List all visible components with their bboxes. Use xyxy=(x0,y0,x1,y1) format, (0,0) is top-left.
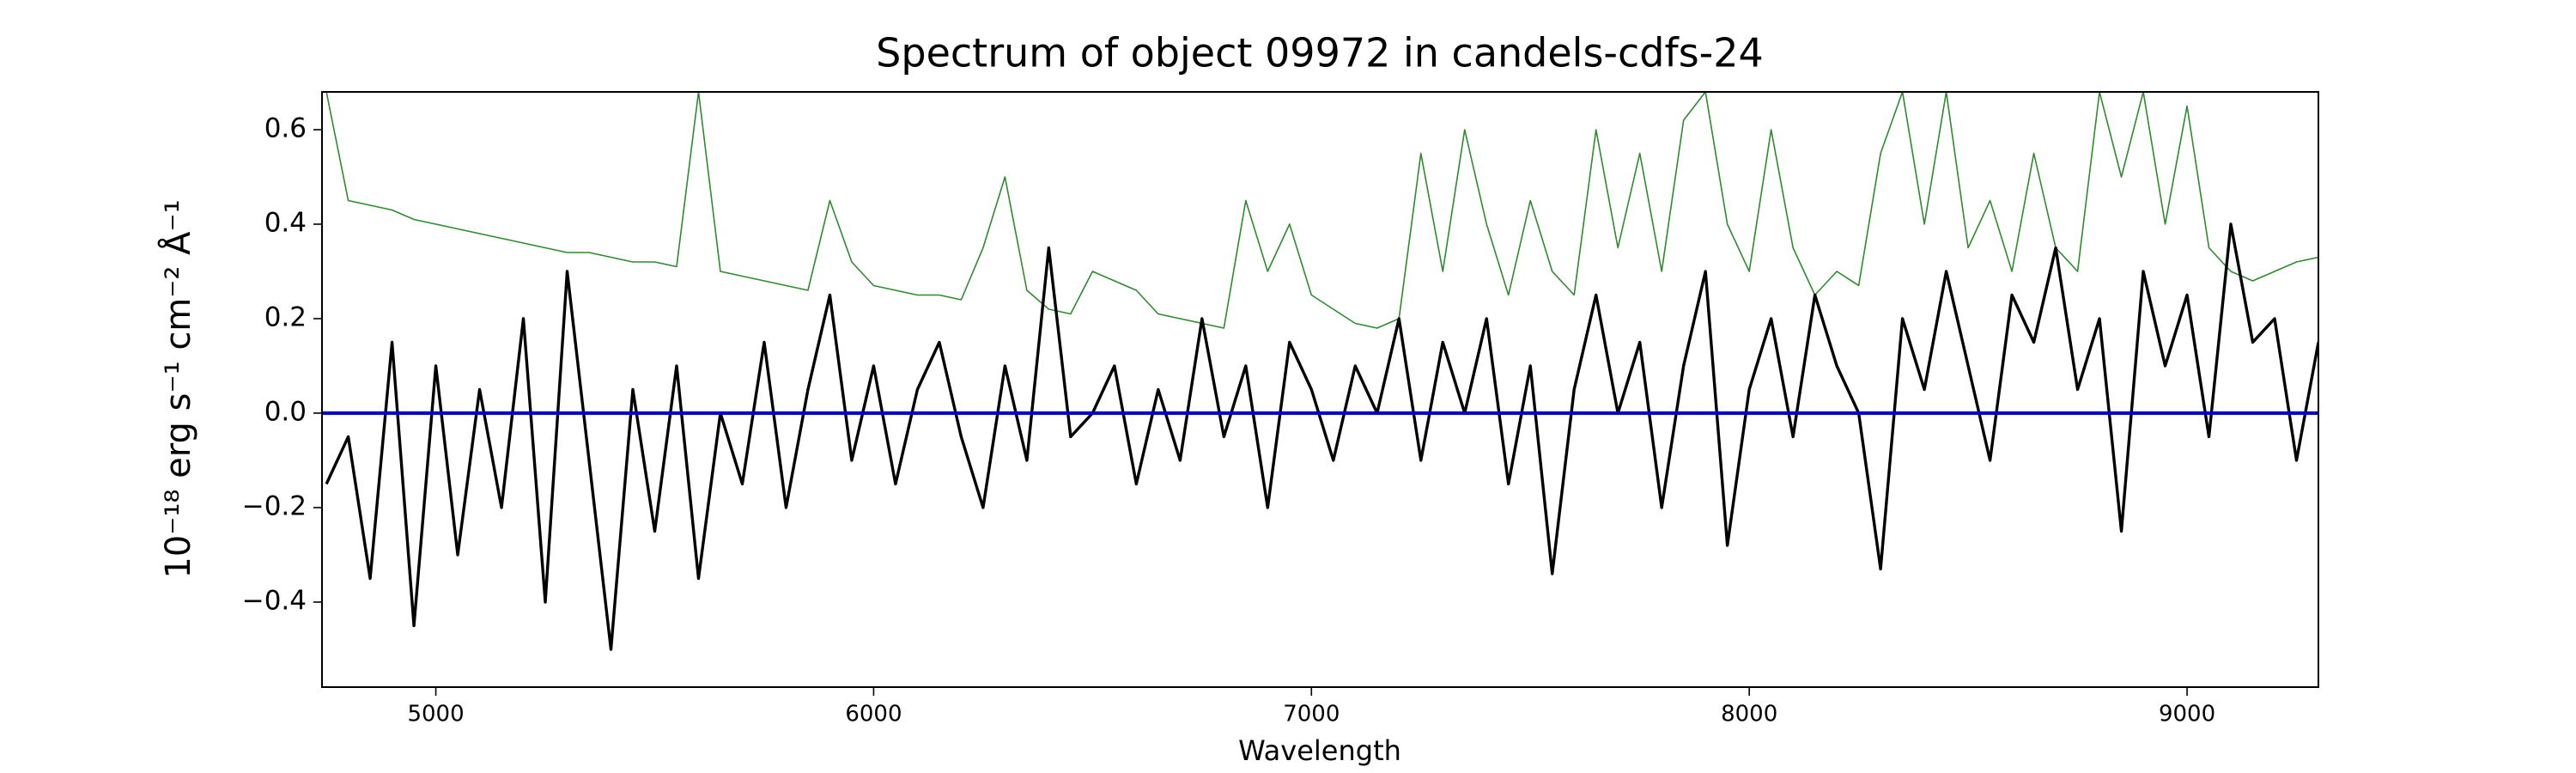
y-tick-label: −0.2 xyxy=(242,491,307,522)
y-tick-label: 0.6 xyxy=(264,113,307,144)
x-tick-label: 8000 xyxy=(1721,702,1777,727)
y-tick-label: 0.0 xyxy=(264,397,307,428)
axes-frame xyxy=(321,91,2319,688)
y-tick-label: 0.2 xyxy=(264,302,307,333)
x-axis-label: Wavelength xyxy=(1238,734,1401,767)
x-tick-label: 6000 xyxy=(845,702,902,727)
x-tick-label: 5000 xyxy=(407,702,464,727)
chart-title: Spectrum of object 09972 in candels-cdfs… xyxy=(876,30,1764,76)
flux-line xyxy=(325,222,2318,651)
x-tick-label: 7000 xyxy=(1283,702,1340,727)
y-tick-label: −0.4 xyxy=(242,586,307,617)
noise-line xyxy=(325,92,2318,329)
x-tick-label: 9000 xyxy=(2159,702,2215,727)
y-axis-label: 10⁻¹⁸ erg s⁻¹ cm⁻² Å⁻¹ xyxy=(157,199,198,578)
plot-area xyxy=(322,92,2318,651)
y-tick-label: 0.4 xyxy=(264,208,307,239)
